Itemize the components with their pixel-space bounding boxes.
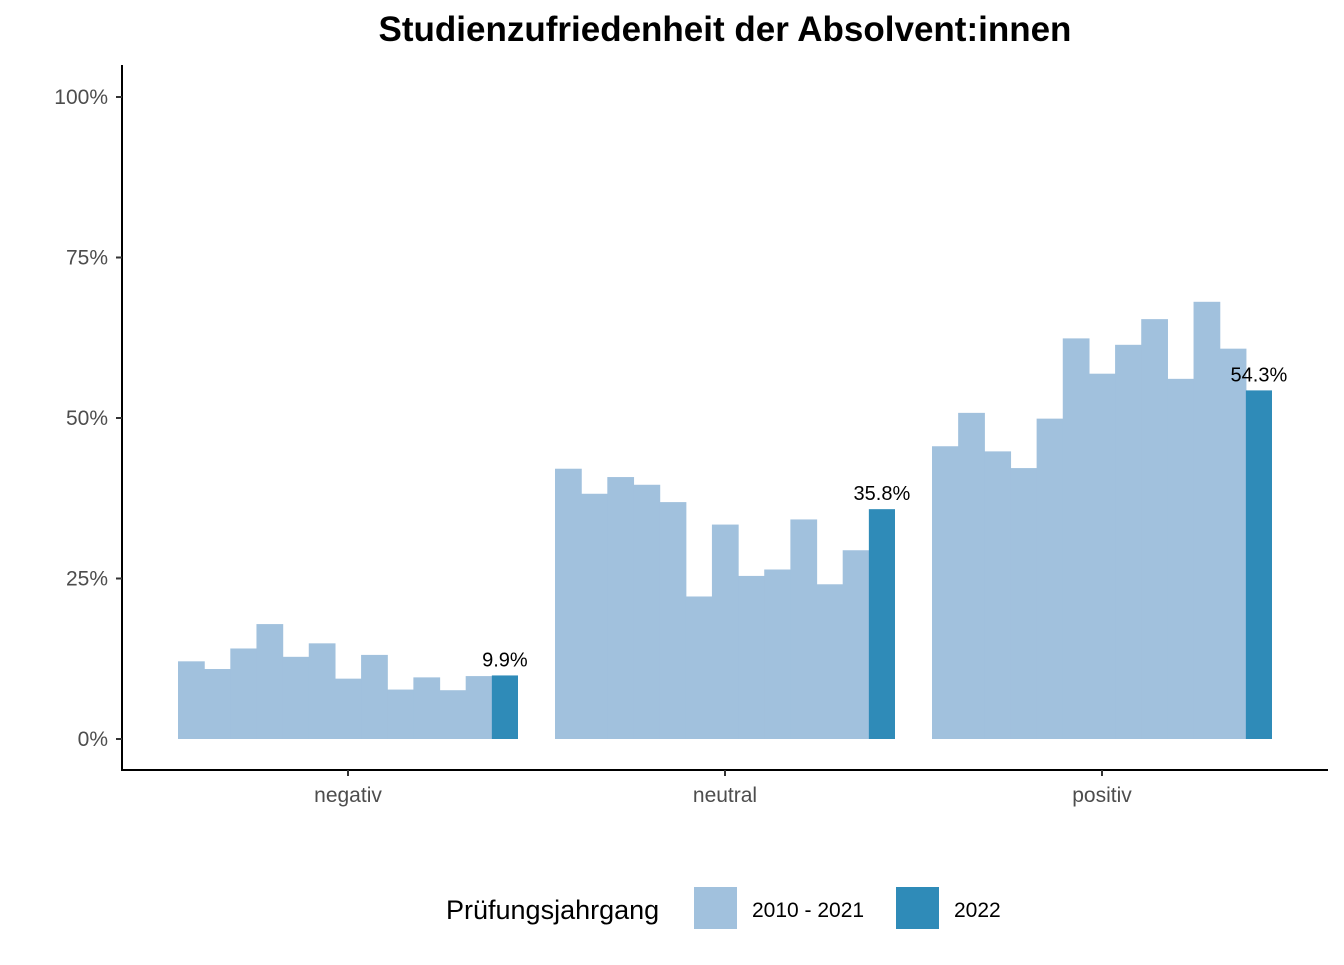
legend: Prüfungsjahrgang 2010 - 2021 2022: [446, 887, 1001, 929]
bar-2022-negativ: [491, 675, 518, 739]
bar-2010-2021-positiv-3: [984, 451, 1012, 739]
bar-2010-2021-neutral-6: [685, 596, 713, 739]
bar-2010-2021-negativ-5: [282, 656, 310, 739]
bar-2010-2021-positiv-5: [1036, 418, 1064, 739]
x-tick-label-negativ: negativ: [314, 784, 382, 807]
y-tick-label: 75%: [66, 247, 108, 270]
bar-2010-2021-negativ-3: [230, 648, 258, 739]
bar-2010-2021-negativ-12: [465, 676, 493, 739]
bar-2010-2021-negativ-6: [308, 643, 336, 739]
y-tick-label: 100%: [54, 86, 108, 109]
bar-2010-2021-neutral-11: [816, 584, 844, 739]
legend-label-2: 2022: [954, 899, 1001, 922]
data-labels-layer: 9.9% 35.8% 54.3%: [482, 364, 1287, 671]
bar-2010-2021-positiv-2: [958, 412, 985, 739]
chart-title: Studienzufriedenheit der Absolvent:innen: [379, 10, 1072, 49]
bar-2010-2021-positiv-11: [1193, 301, 1221, 739]
bar-2010-2021-positiv-7: [1088, 373, 1116, 739]
legend-key-2: [896, 887, 939, 929]
legend-title: Prüfungsjahrgang: [446, 895, 659, 925]
x-tick-label-neutral: neutral: [693, 784, 757, 807]
x-tick-label-positiv: positiv: [1072, 784, 1132, 807]
data-label-2022-positiv: 54.3%: [1231, 364, 1288, 386]
bar-2010-2021-neutral-9: [764, 569, 791, 739]
bar-2010-2021-negativ-4: [256, 624, 284, 739]
bar-2010-2021-neutral-3: [607, 477, 635, 739]
data-label-2022-neutral: 35.8%: [854, 483, 911, 505]
y-tick-label: 25%: [66, 568, 108, 591]
bar-2010-2021-neutral-5: [659, 502, 687, 739]
bar-2010-2021-positiv-10: [1167, 378, 1195, 739]
bar-2010-2021-neutral-4: [633, 484, 661, 739]
bar-2010-2021-neutral-12: [842, 550, 870, 739]
bar-2010-2021-positiv-1: [932, 446, 959, 739]
bar-2010-2021-neutral-8: [738, 575, 765, 739]
bar-2010-2021-positiv-6: [1062, 338, 1090, 739]
bar-2010-2021-neutral-2: [581, 493, 608, 739]
bar-2010-2021-positiv-12: [1219, 348, 1247, 739]
bar-2010-2021-negativ-2: [204, 669, 231, 739]
data-label-2022-negativ: 9.9%: [482, 649, 528, 671]
axes-layer: 0% 25% 50% 75% 100% negativ neutral positiv: [54, 65, 1328, 807]
bar-2010-2021-neutral-1: [555, 468, 582, 739]
bar-2010-2021-neutral-10: [790, 519, 818, 739]
bars-layer: [178, 301, 1272, 739]
bar-2010-2021-negativ-9: [387, 689, 414, 739]
bar-2010-2021-negativ-8: [361, 654, 388, 739]
bar-2010-2021-positiv-8: [1115, 344, 1142, 739]
y-tick-label: 0%: [78, 728, 108, 751]
bar-2022-positiv: [1245, 390, 1272, 739]
legend-label-1: 2010 - 2021: [752, 899, 864, 922]
bar-2010-2021-negativ-1: [178, 661, 205, 739]
bar-2010-2021-positiv-4: [1010, 468, 1038, 739]
y-tick-label: 50%: [66, 407, 108, 430]
legend-key-1: [694, 887, 737, 929]
bar-2022-neutral: [868, 509, 895, 739]
bar-2010-2021-positiv-9: [1141, 319, 1168, 739]
bar-2010-2021-negativ-10: [413, 677, 441, 739]
bar-2010-2021-neutral-7: [711, 524, 739, 739]
bar-2010-2021-negativ-11: [439, 690, 467, 739]
bar-2010-2021-negativ-7: [334, 678, 362, 739]
